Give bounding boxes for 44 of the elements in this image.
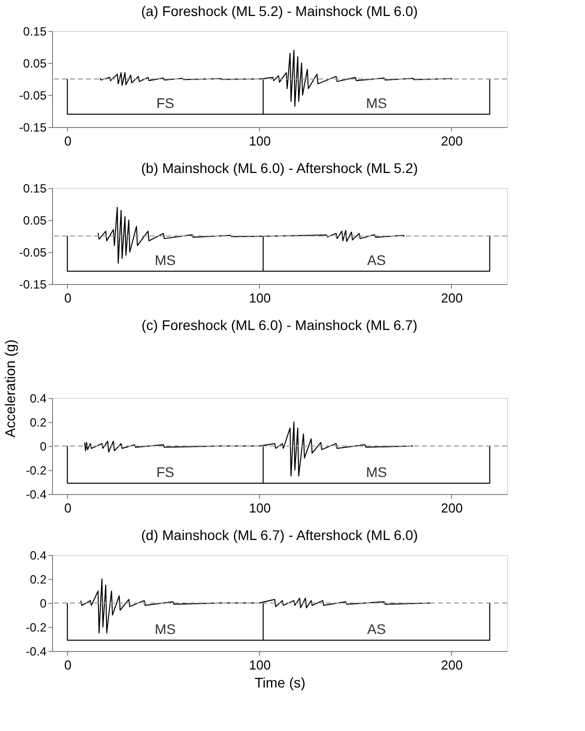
chart-title: (d) Mainshock (ML 6.7) - Aftershock (ML 6.0) — [141, 527, 418, 543]
x-tick-label: 0 — [64, 134, 72, 148]
y-tick-label: -0.4 — [26, 488, 47, 502]
annotation: FS — [156, 464, 174, 480]
x-tick-label: 100 — [248, 658, 271, 672]
annotation: MS — [154, 252, 176, 268]
chart-title: (b) Mainshock (ML 6.0) - Aftershock (ML 5.2) — [141, 160, 418, 176]
y-tick-label: 0.4 — [30, 392, 47, 406]
x-axis-title: Time (s) — [254, 674, 306, 690]
y-tick-label: 0.05 — [23, 56, 47, 70]
y-tick-label: -0.2 — [26, 464, 47, 478]
x-tick-label: 0 — [64, 290, 72, 306]
x-tick-label: 0 — [64, 658, 72, 672]
y-tick-label: 0.15 — [23, 24, 47, 38]
y-tick-label: 0.05 — [23, 214, 47, 228]
annotation: MS — [366, 464, 387, 480]
y-tick-label: -0.15 — [19, 278, 47, 292]
y-tick-label: -0.15 — [19, 120, 47, 134]
x-tick-label: 200 — [440, 658, 463, 672]
y-tick-label: -0.05 — [19, 246, 47, 260]
chart-title: (c) Foreshock (ML 6.0) - Mainshock (ML 6.7) — [142, 316, 418, 333]
y-axis-title: Acceleration (g) — [2, 339, 18, 438]
x-tick-label: 200 — [440, 134, 463, 148]
annotation: AS — [367, 252, 386, 268]
annotation: MS — [366, 95, 387, 112]
y-tick-label: 0 — [40, 440, 47, 454]
y-tick-label: -0.4 — [26, 644, 47, 658]
y-tick-label: 0.2 — [30, 572, 47, 586]
y-tick-label: -0.2 — [26, 620, 47, 634]
y-tick-label: 0.2 — [30, 416, 47, 430]
annotation: AS — [367, 621, 386, 638]
x-tick-label: 200 — [440, 290, 463, 306]
annotation: MS — [154, 621, 176, 638]
annotation: FS — [156, 95, 174, 112]
y-tick-label: 0.4 — [30, 548, 47, 562]
x-tick-label: 0 — [64, 500, 72, 516]
x-tick-label: 100 — [248, 500, 271, 516]
chart-title: (a) Foreshock (ML 5.2) - Mainshock (ML 6.0) — [141, 3, 418, 19]
y-tick-label: 0.15 — [23, 182, 47, 196]
x-tick-label: 200 — [440, 500, 463, 516]
x-tick-label: 100 — [248, 134, 271, 148]
y-tick-label: -0.05 — [19, 88, 47, 102]
y-tick-label: 0 — [40, 596, 47, 610]
x-tick-label: 100 — [248, 290, 271, 306]
